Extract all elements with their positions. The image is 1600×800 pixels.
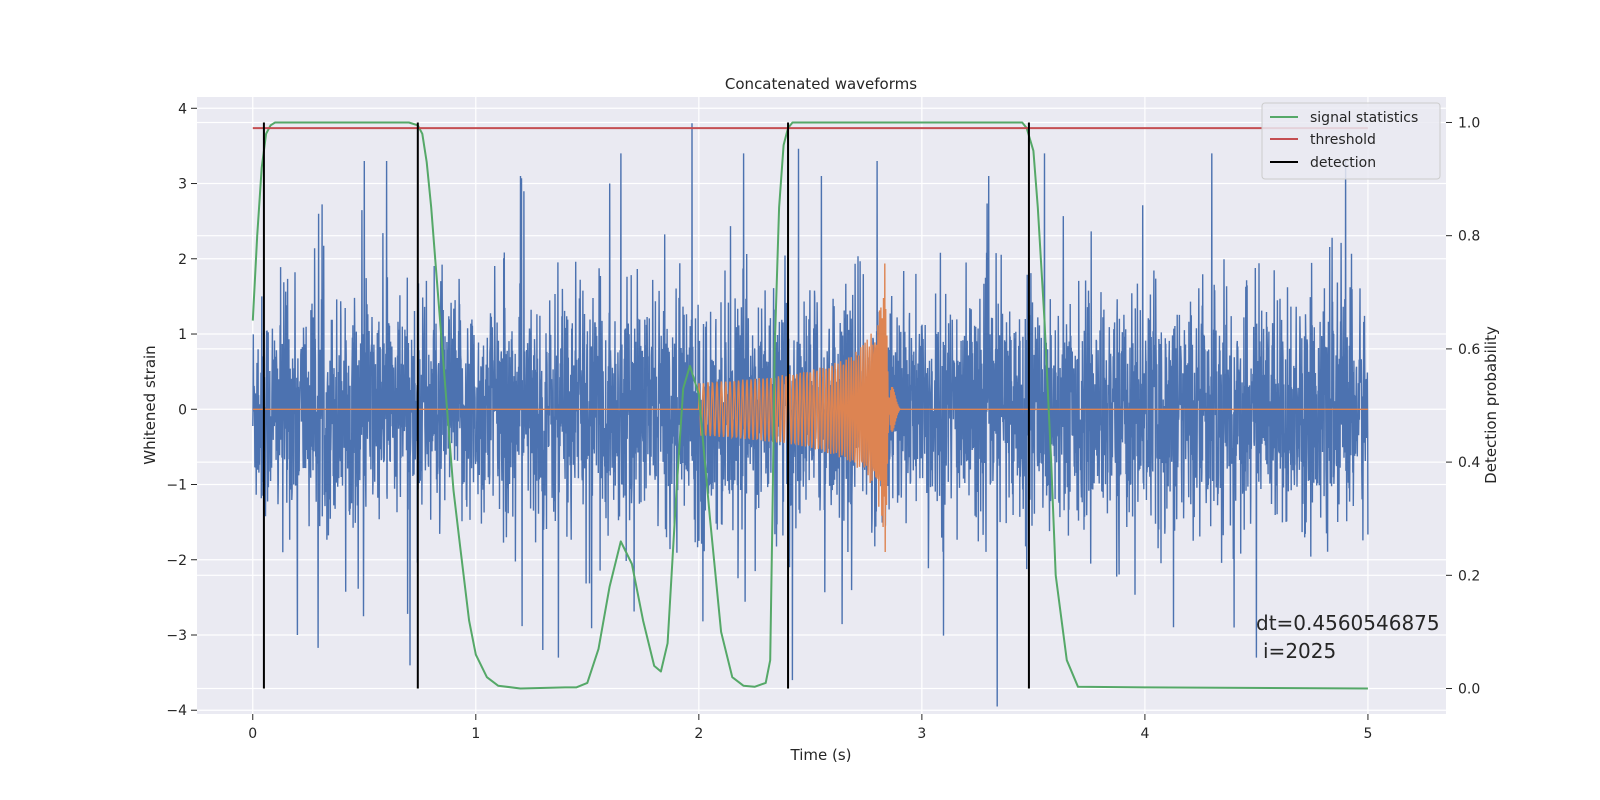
series-signal-statistics xyxy=(251,121,1368,690)
x-tick-label: 0 xyxy=(248,726,257,742)
y-tick-label: 4 xyxy=(178,101,187,117)
y2-tick-label: 0.2 xyxy=(1458,568,1480,584)
y-tick-label: −1 xyxy=(166,478,187,494)
x-tick-label: 5 xyxy=(1363,726,1372,742)
y-tick-label: −3 xyxy=(166,628,187,644)
legend-label-threshold: threshold xyxy=(1310,132,1376,148)
probability-series xyxy=(251,121,1368,690)
y-tick-label: −2 xyxy=(166,553,187,569)
y-tick-label: 3 xyxy=(178,177,187,193)
y2-axis-label: Detection probability xyxy=(1482,326,1500,484)
x-tick-label: 1 xyxy=(471,726,480,742)
annotation-i: i=2025 xyxy=(1263,639,1336,663)
y-tick-label: 1 xyxy=(178,327,187,343)
chirp-series xyxy=(252,263,1368,553)
y-tick-label: 0 xyxy=(178,402,187,418)
y2-tick-label: 0.8 xyxy=(1458,229,1480,245)
y-tick-label: −4 xyxy=(166,703,187,719)
detection-lines xyxy=(262,122,1030,689)
y-axis-label: Whitened strain xyxy=(141,345,159,464)
y2-tick-label: 0.0 xyxy=(1458,682,1480,698)
x-tick-label: 4 xyxy=(1140,726,1149,742)
chart-title: Concatenated waveforms xyxy=(725,75,917,93)
legend-label-signal-statistics: signal statistics xyxy=(1310,110,1418,126)
y2-tick-label: 0.4 xyxy=(1458,455,1480,471)
y2-tick-label: 0.6 xyxy=(1458,342,1480,358)
legend: signal statistics threshold detection xyxy=(1261,102,1441,180)
y-tick-label: 2 xyxy=(178,252,187,268)
axis-ticks: 0 1 2 3 4 5 −4 −3 −2 −1 0 1 2 3 4 0.0 0.2 0.4 0.6 0.8 1.0 xyxy=(166,101,1480,742)
x-tick-label: 2 xyxy=(694,726,703,742)
legend-label-detection: detection xyxy=(1310,155,1376,171)
x-tick-label: 3 xyxy=(917,726,926,742)
x-axis-label: Time (s) xyxy=(790,746,852,764)
chirp-line xyxy=(252,263,1368,553)
annotation-dt: dt=0.4560546875 xyxy=(1256,611,1440,635)
y2-tick-label: 1.0 xyxy=(1458,115,1480,131)
legend-box xyxy=(1261,102,1441,180)
